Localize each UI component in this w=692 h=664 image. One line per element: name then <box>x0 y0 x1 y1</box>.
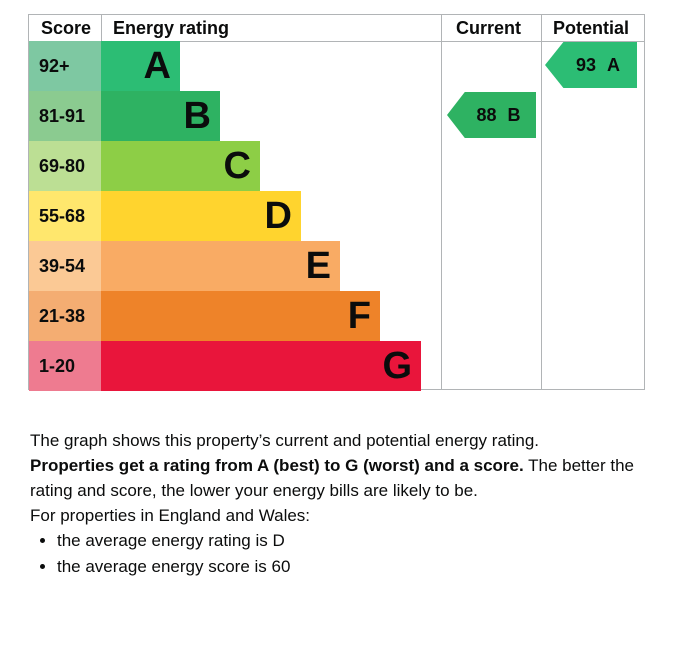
current-column-divider <box>441 15 442 390</box>
list-item-average-score: the average energy score is 60 <box>57 554 655 580</box>
rating-bar-c: C <box>101 141 260 191</box>
band-row-f: 21-38 F <box>29 291 644 341</box>
chart-description: The graph shows this property’s current … <box>30 428 655 580</box>
potential-column-divider <box>541 15 542 390</box>
score-range-label: 21-38 <box>39 305 86 326</box>
band-letter-d: D <box>264 195 292 237</box>
band-row-e: 39-54 E <box>29 241 644 291</box>
rating-bar-f: F <box>101 291 380 341</box>
band-letter-g: G <box>382 345 412 387</box>
score-range-label: 1-20 <box>39 355 76 376</box>
score-cell-e: 39-54 <box>29 241 101 291</box>
lead-paragraph: Properties get a rating from A (best) to… <box>30 453 655 503</box>
score-cell-a: 92+ <box>29 41 101 91</box>
band-row-c: 69-80 C <box>29 141 644 191</box>
score-cell-b: 81-91 <box>29 91 101 141</box>
score-cell-d: 55-68 <box>29 191 101 241</box>
current-score-value: 88 <box>476 104 497 125</box>
lead-rest-text: The better the rating and score, the low… <box>30 456 634 500</box>
column-header-energy-rating: Energy rating <box>113 17 230 38</box>
band-letter-f: F <box>347 295 371 337</box>
column-header-current: Current <box>456 17 522 38</box>
band-letter-e: E <box>305 245 331 287</box>
score-cell-f: 21-38 <box>29 291 101 341</box>
band-row-g: 1-20 G <box>29 341 644 391</box>
score-cell-c: 69-80 <box>29 141 101 191</box>
average-stats-list: the average energy rating is D the avera… <box>30 528 655 580</box>
potential-rating-arrow: 93 A <box>545 42 637 88</box>
rating-bar-a: A <box>101 41 180 91</box>
lead-bold-text: Properties get a rating from A (best) to… <box>30 456 524 475</box>
rating-bar-e: E <box>101 241 340 291</box>
band-row-a: 92+ A <box>29 41 644 91</box>
score-range-label: 39-54 <box>39 255 86 276</box>
rating-bar-b: B <box>101 91 220 141</box>
list-item-average-rating: the average energy rating is D <box>57 528 655 554</box>
column-header-score: Score <box>41 17 92 38</box>
score-range-label: 81-91 <box>39 105 86 126</box>
region-paragraph: For properties in England and Wales: <box>30 506 311 525</box>
band-letter-b: B <box>183 95 211 137</box>
header-divider <box>29 41 644 42</box>
score-range-label: 92+ <box>39 55 70 76</box>
score-range-label: 69-80 <box>39 155 86 176</box>
band-row-d: 55-68 D <box>29 191 644 241</box>
rating-bar-g: G <box>101 341 421 391</box>
rating-bar-d: D <box>101 191 301 241</box>
current-rating-arrow: 88 B <box>447 92 536 138</box>
band-letter-a: A <box>143 45 171 87</box>
band-row-b: 81-91 B <box>29 91 644 141</box>
score-cell-g: 1-20 <box>29 341 101 391</box>
potential-score-value: 93 <box>575 54 597 75</box>
current-band-letter: B <box>507 104 521 125</box>
column-header-potential: Potential <box>553 17 630 38</box>
band-letter-c: C <box>223 145 251 187</box>
score-column-divider <box>101 15 102 41</box>
potential-band-letter: A <box>607 54 621 75</box>
energy-rating-chart: Score Energy rating Current Potential 92… <box>28 14 645 391</box>
score-range-label: 55-68 <box>39 205 86 226</box>
intro-paragraph: The graph shows this property’s current … <box>30 431 540 450</box>
